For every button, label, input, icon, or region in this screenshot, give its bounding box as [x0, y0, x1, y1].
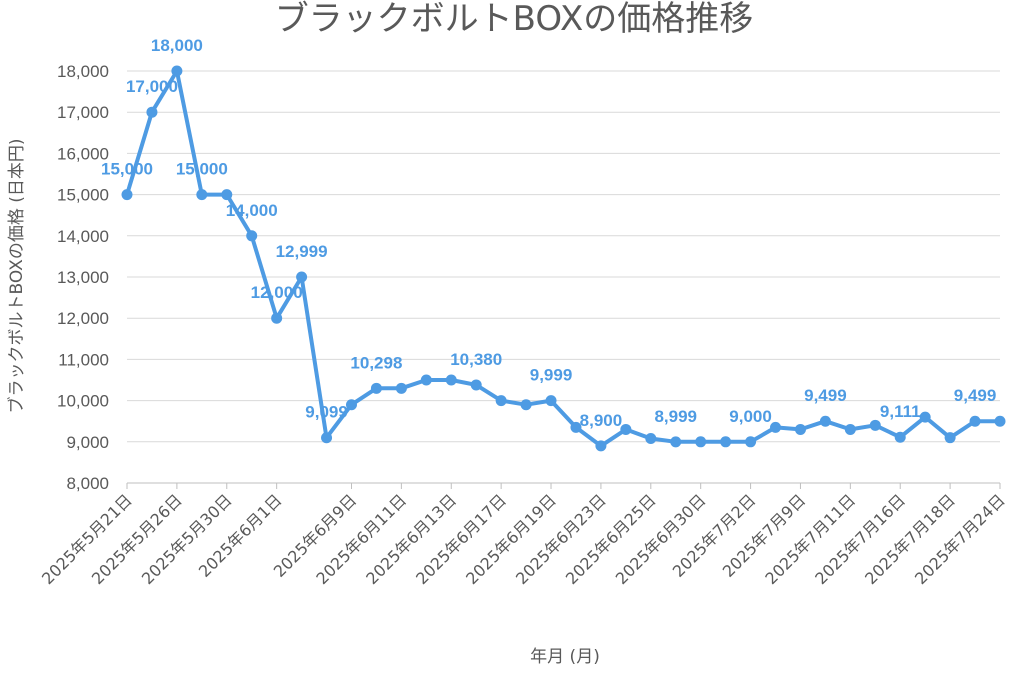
data-label: 8,999	[654, 407, 697, 426]
data-point	[296, 271, 308, 283]
series-line	[125, 69, 1002, 448]
x-tick-label: 2025年5月30日	[138, 490, 236, 588]
data-point	[121, 189, 133, 201]
data-label: 15,000	[101, 160, 153, 179]
data-point	[321, 432, 333, 444]
y-tick-label: 17,000	[57, 103, 109, 122]
data-point	[520, 399, 532, 411]
data-label: 12,999	[276, 242, 328, 261]
y-axis-ticks: 8,000 9,000 10,000 11,000 12,000 13,000 14,000…	[57, 62, 109, 493]
data-point	[819, 415, 831, 427]
x-tick-label: 2025年7月18日	[861, 490, 959, 588]
data-point	[196, 189, 208, 201]
data-point	[944, 432, 956, 444]
data-point	[994, 415, 1006, 427]
data-label: 9,499	[954, 386, 997, 405]
y-axis-title: ブラックボルトBOXの価格 (日本円)	[6, 139, 27, 414]
y-tick-label: 15,000	[57, 186, 109, 205]
x-tick-label: 2025年6月13日	[362, 490, 460, 588]
x-tick-label: 2025年6月23日	[512, 490, 610, 588]
data-point	[794, 423, 806, 435]
data-label: 14,000	[226, 201, 278, 220]
data-point	[495, 395, 507, 407]
data-point	[271, 312, 283, 324]
data-point	[919, 411, 931, 423]
data-point	[545, 395, 557, 407]
data-label: 9,099	[305, 403, 348, 422]
x-tick-label: 2025年7月11日	[761, 490, 859, 588]
data-point	[670, 436, 682, 448]
data-point	[395, 382, 407, 394]
data-label: 12,000	[251, 283, 303, 302]
data-point	[171, 65, 183, 77]
data-point	[570, 421, 582, 433]
data-point	[445, 374, 457, 386]
y-tick-label: 10,000	[57, 392, 109, 411]
x-tick-label: 2025年6月30日	[612, 490, 710, 588]
y-tick-label: 8,000	[66, 474, 109, 493]
y-tick-label: 11,000	[58, 350, 109, 369]
data-label: 9,999	[530, 366, 573, 385]
price-series	[121, 65, 1006, 452]
y-tick-label: 16,000	[57, 144, 109, 163]
gridlines	[127, 70, 1000, 484]
y-tick-label: 14,000	[57, 227, 109, 246]
x-tick-label: 2025年7月24日	[911, 490, 1009, 588]
data-point	[720, 436, 732, 448]
data-label: 18,000	[151, 36, 203, 55]
x-tick-label: 2025年7月16日	[811, 490, 909, 588]
y-tick-label: 9,000	[66, 433, 109, 452]
data-label: 10,380	[450, 350, 502, 369]
data-point	[470, 379, 482, 391]
y-tick-label: 13,000	[57, 268, 109, 287]
y-tick-label: 18,000	[57, 62, 109, 81]
data-point	[370, 382, 382, 394]
data-point	[645, 433, 657, 445]
data-label: 15,000	[176, 160, 228, 179]
data-point	[420, 374, 432, 386]
data-point	[620, 423, 632, 435]
x-tick-label: 2025年5月26日	[88, 490, 186, 588]
data-point	[869, 419, 881, 431]
data-label: 9,000	[729, 407, 772, 426]
data-point	[745, 436, 757, 448]
data-label: 9,499	[804, 386, 847, 405]
x-axis-ticks: 2025年5月21日2025年5月26日2025年5月30日2025年6月1日2…	[38, 483, 1009, 588]
data-point	[595, 440, 607, 452]
x-axis-title: 年月 (月)	[530, 647, 600, 667]
data-point	[894, 431, 906, 443]
data-label: 10,298	[350, 353, 402, 372]
x-tick-label: 2025年6月19日	[462, 490, 560, 588]
x-tick-label: 2025年6月17日	[412, 490, 510, 588]
y-tick-label: 12,000	[57, 309, 109, 328]
data-point	[844, 423, 856, 435]
data-label: 9,111	[880, 402, 921, 421]
data-point	[221, 189, 233, 201]
data-labels: 15,000 17,000 18,000 15,000 14,000 12,000 12,9…	[101, 36, 996, 430]
data-point	[146, 106, 158, 118]
x-tick-label: 2025年6月25日	[562, 490, 660, 588]
data-label: 8,900	[580, 411, 623, 430]
data-point	[969, 415, 981, 427]
x-tick-label: 2025年5月21日	[38, 490, 136, 588]
data-point	[246, 230, 258, 242]
data-point	[345, 399, 357, 411]
data-point	[695, 436, 707, 448]
x-tick-label: 2025年6月11日	[312, 490, 410, 588]
data-point	[770, 421, 782, 433]
data-label: 17,000	[126, 77, 178, 96]
chart-title: ブラックボルトBOXの価格推移	[275, 0, 754, 39]
